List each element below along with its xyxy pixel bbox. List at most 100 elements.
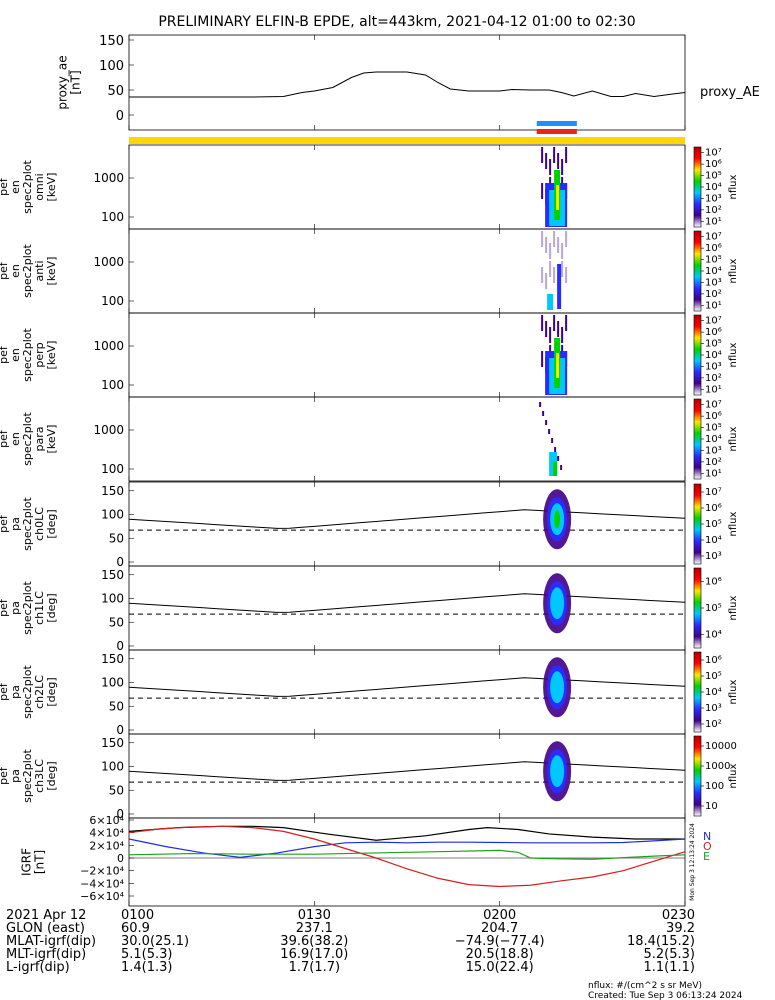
- ephemeris-value: 60.9: [121, 921, 150, 936]
- energy-colorbar-0-tick-label: 10³: [705, 193, 722, 204]
- pitch-colorbar-3-tick-label: 100: [705, 781, 724, 792]
- energy-panel-1: [128, 228, 686, 314]
- pitch-ylabel-3-line: pef: [0, 766, 10, 785]
- pitch-ylabel-0-line: spec2plot: [21, 497, 34, 551]
- spectro-stripe: [541, 315, 544, 331]
- spectro-cell: [557, 264, 562, 309]
- energy-colorbar-3-tick-label: 10¹: [705, 468, 722, 479]
- pitch-colorbar-3-tick-label: 10: [705, 801, 718, 812]
- pitch-ylabel-0-line: pef: [0, 514, 10, 533]
- ephemeris-row-label: MLT-igrf(dip): [6, 947, 86, 962]
- pitch-colorbar-0-tick-label: 10⁷: [705, 487, 722, 498]
- ae-ytick-label: 100: [99, 59, 124, 74]
- energy-colorbar-0-tick-label: 10⁵: [705, 171, 722, 182]
- ae-ylabel: proxy_ae [nT]: [56, 55, 83, 109]
- spectro-stripe: [553, 147, 556, 163]
- ephemeris-value: 30.0(25.1): [121, 934, 189, 949]
- bfield-ytick-label: 2×10⁴: [89, 839, 124, 852]
- spectro-stripe: [545, 321, 548, 337]
- energy-colorbar-3-tick-label: 10⁴: [705, 434, 722, 445]
- pitch-colorbar-1-tick-label: 10⁴: [705, 630, 722, 641]
- energy-colorbar-3: [693, 398, 702, 480]
- energy-colorbar-1-tick-label: 10⁷: [705, 232, 722, 243]
- ephemeris-value: 1.7(1.7): [289, 960, 341, 975]
- spectro-stripe: [557, 237, 560, 253]
- spectro-stripe: [553, 231, 556, 247]
- pa-blob: [554, 762, 561, 781]
- spectro-stripe: [551, 438, 554, 443]
- pitch-colorbar-2-tick-label: 10²: [705, 719, 722, 730]
- pitch-colorbar-0-tick-label: 10³: [705, 551, 722, 562]
- pitch-ytick-label: 150: [101, 568, 124, 582]
- pitch-ytick-label: 0: [116, 723, 124, 737]
- spectro-stripe: [561, 327, 564, 343]
- spectro-stripe: [545, 273, 548, 289]
- energy-ylabel-0-line: [keV]: [45, 173, 58, 202]
- spectro-stripe: [541, 231, 544, 247]
- loss-cone-line: [128, 677, 686, 697]
- pitch-ylabel-1-line: spec2plot: [21, 581, 34, 635]
- energy-ylabel-0-line: pef: [0, 177, 10, 196]
- pitch-colorbar-2-tick-label: 10⁴: [705, 687, 722, 698]
- spectro-stripe: [560, 465, 563, 470]
- energy-colorbar-3-tick-label: 10⁵: [705, 423, 722, 434]
- pitch-ylabel-3-line: spec2plot: [21, 749, 34, 803]
- energy-ytick-label: 1000: [93, 171, 124, 185]
- bfield-legend-item: E: [703, 850, 710, 863]
- pitch-ylabel-3-line: ch3LC: [33, 759, 46, 793]
- pitch-ytick-label: 50: [109, 531, 124, 545]
- pitch-ylabel-0-line: [deg]: [45, 509, 58, 538]
- pitch-ylabel-3: elbpefpaspec2plotch3LC[deg]: [0, 749, 58, 803]
- pitch-colorbar-3-tick-label: 10000: [705, 741, 737, 752]
- pitch-ylabel-3-line: [deg]: [45, 761, 58, 790]
- spectro-stripe: [545, 153, 548, 169]
- energy-colorbar-3-tick-label: 10³: [705, 445, 722, 456]
- spectro-cell: [553, 462, 558, 476]
- energy-colorbar-1-tick-label: 10⁵: [705, 255, 722, 266]
- energy-ytick-label: 100: [101, 462, 124, 476]
- pitch-ytick-label: 150: [101, 652, 124, 666]
- energy-colorbar-2-label: nflux: [728, 342, 739, 367]
- energy-colorbar-1-tick-label: 10¹: [705, 300, 722, 311]
- pitch-ytick-label: 50: [109, 615, 124, 629]
- pitch-colorbar-0-tick-label: 10⁴: [705, 535, 722, 546]
- bfield-ytick-label: 4×10⁴: [89, 827, 124, 840]
- ephemeris-value: 0130: [298, 908, 331, 923]
- energy-colorbar-1-label: nflux: [728, 258, 739, 283]
- energy-ytick-label: 100: [101, 378, 124, 392]
- science-zone-bar: [129, 137, 685, 144]
- energy-colorbar-0-tick-label: 10²: [705, 205, 722, 216]
- pitch-ylabel-0-line: ch0LC: [33, 507, 46, 541]
- energy-ylabel-1-line: anti: [33, 260, 46, 281]
- energy-ylabel-3-line: spec2plot: [21, 412, 34, 466]
- pitch-colorbar-1-tick-label: 10⁵: [705, 603, 722, 614]
- pa-blob: [554, 510, 561, 529]
- energy-ylabel-3-line: en: [9, 432, 22, 446]
- spectro-stripe: [549, 261, 552, 277]
- ephemeris-value: 20.5(18.8): [466, 947, 534, 962]
- energy-colorbar-1-tick-label: 10²: [705, 289, 722, 300]
- pitch-ylabel-3-line: pa: [9, 769, 22, 783]
- ae-ytick-label: 150: [99, 34, 124, 49]
- spectro-stripe: [561, 243, 564, 259]
- spectro-stripe: [549, 243, 552, 259]
- pitch-ylabel-2-line: pef: [0, 682, 10, 701]
- ephemeris-value: 5.2(5.3): [644, 947, 696, 962]
- pitch-colorbar-2-tick-label: 10⁶: [705, 655, 722, 666]
- energy-ytick-label: 100: [101, 210, 124, 224]
- energy-spectrogram-0: [541, 147, 568, 227]
- ephemeris-value: 204.7: [481, 921, 518, 936]
- energy-colorbar-3-tick-label: 10²: [705, 457, 722, 468]
- pitch-ylabel-1-line: [deg]: [45, 593, 58, 622]
- ephemeris-row-label: L-igrf(dip): [6, 960, 70, 975]
- bfield-legend-item: O: [703, 840, 712, 853]
- pitch-colorbar-0-label: nflux: [728, 511, 739, 536]
- pitch-colorbar-1-label: nflux: [728, 595, 739, 620]
- pitch-ytick-label: 0: [116, 639, 124, 653]
- bfield-ytick-label: 0: [117, 852, 124, 865]
- energy-ylabel-2: elbpefenspec2plotperp[keV]: [0, 328, 58, 382]
- energy-ylabel-3-line: [keV]: [45, 425, 58, 454]
- energy-ylabel-3-line: para: [33, 427, 46, 452]
- bfield-ytick-label: 6×10⁴: [89, 814, 124, 827]
- energy-colorbar-2-tick-label: 10⁴: [705, 350, 722, 361]
